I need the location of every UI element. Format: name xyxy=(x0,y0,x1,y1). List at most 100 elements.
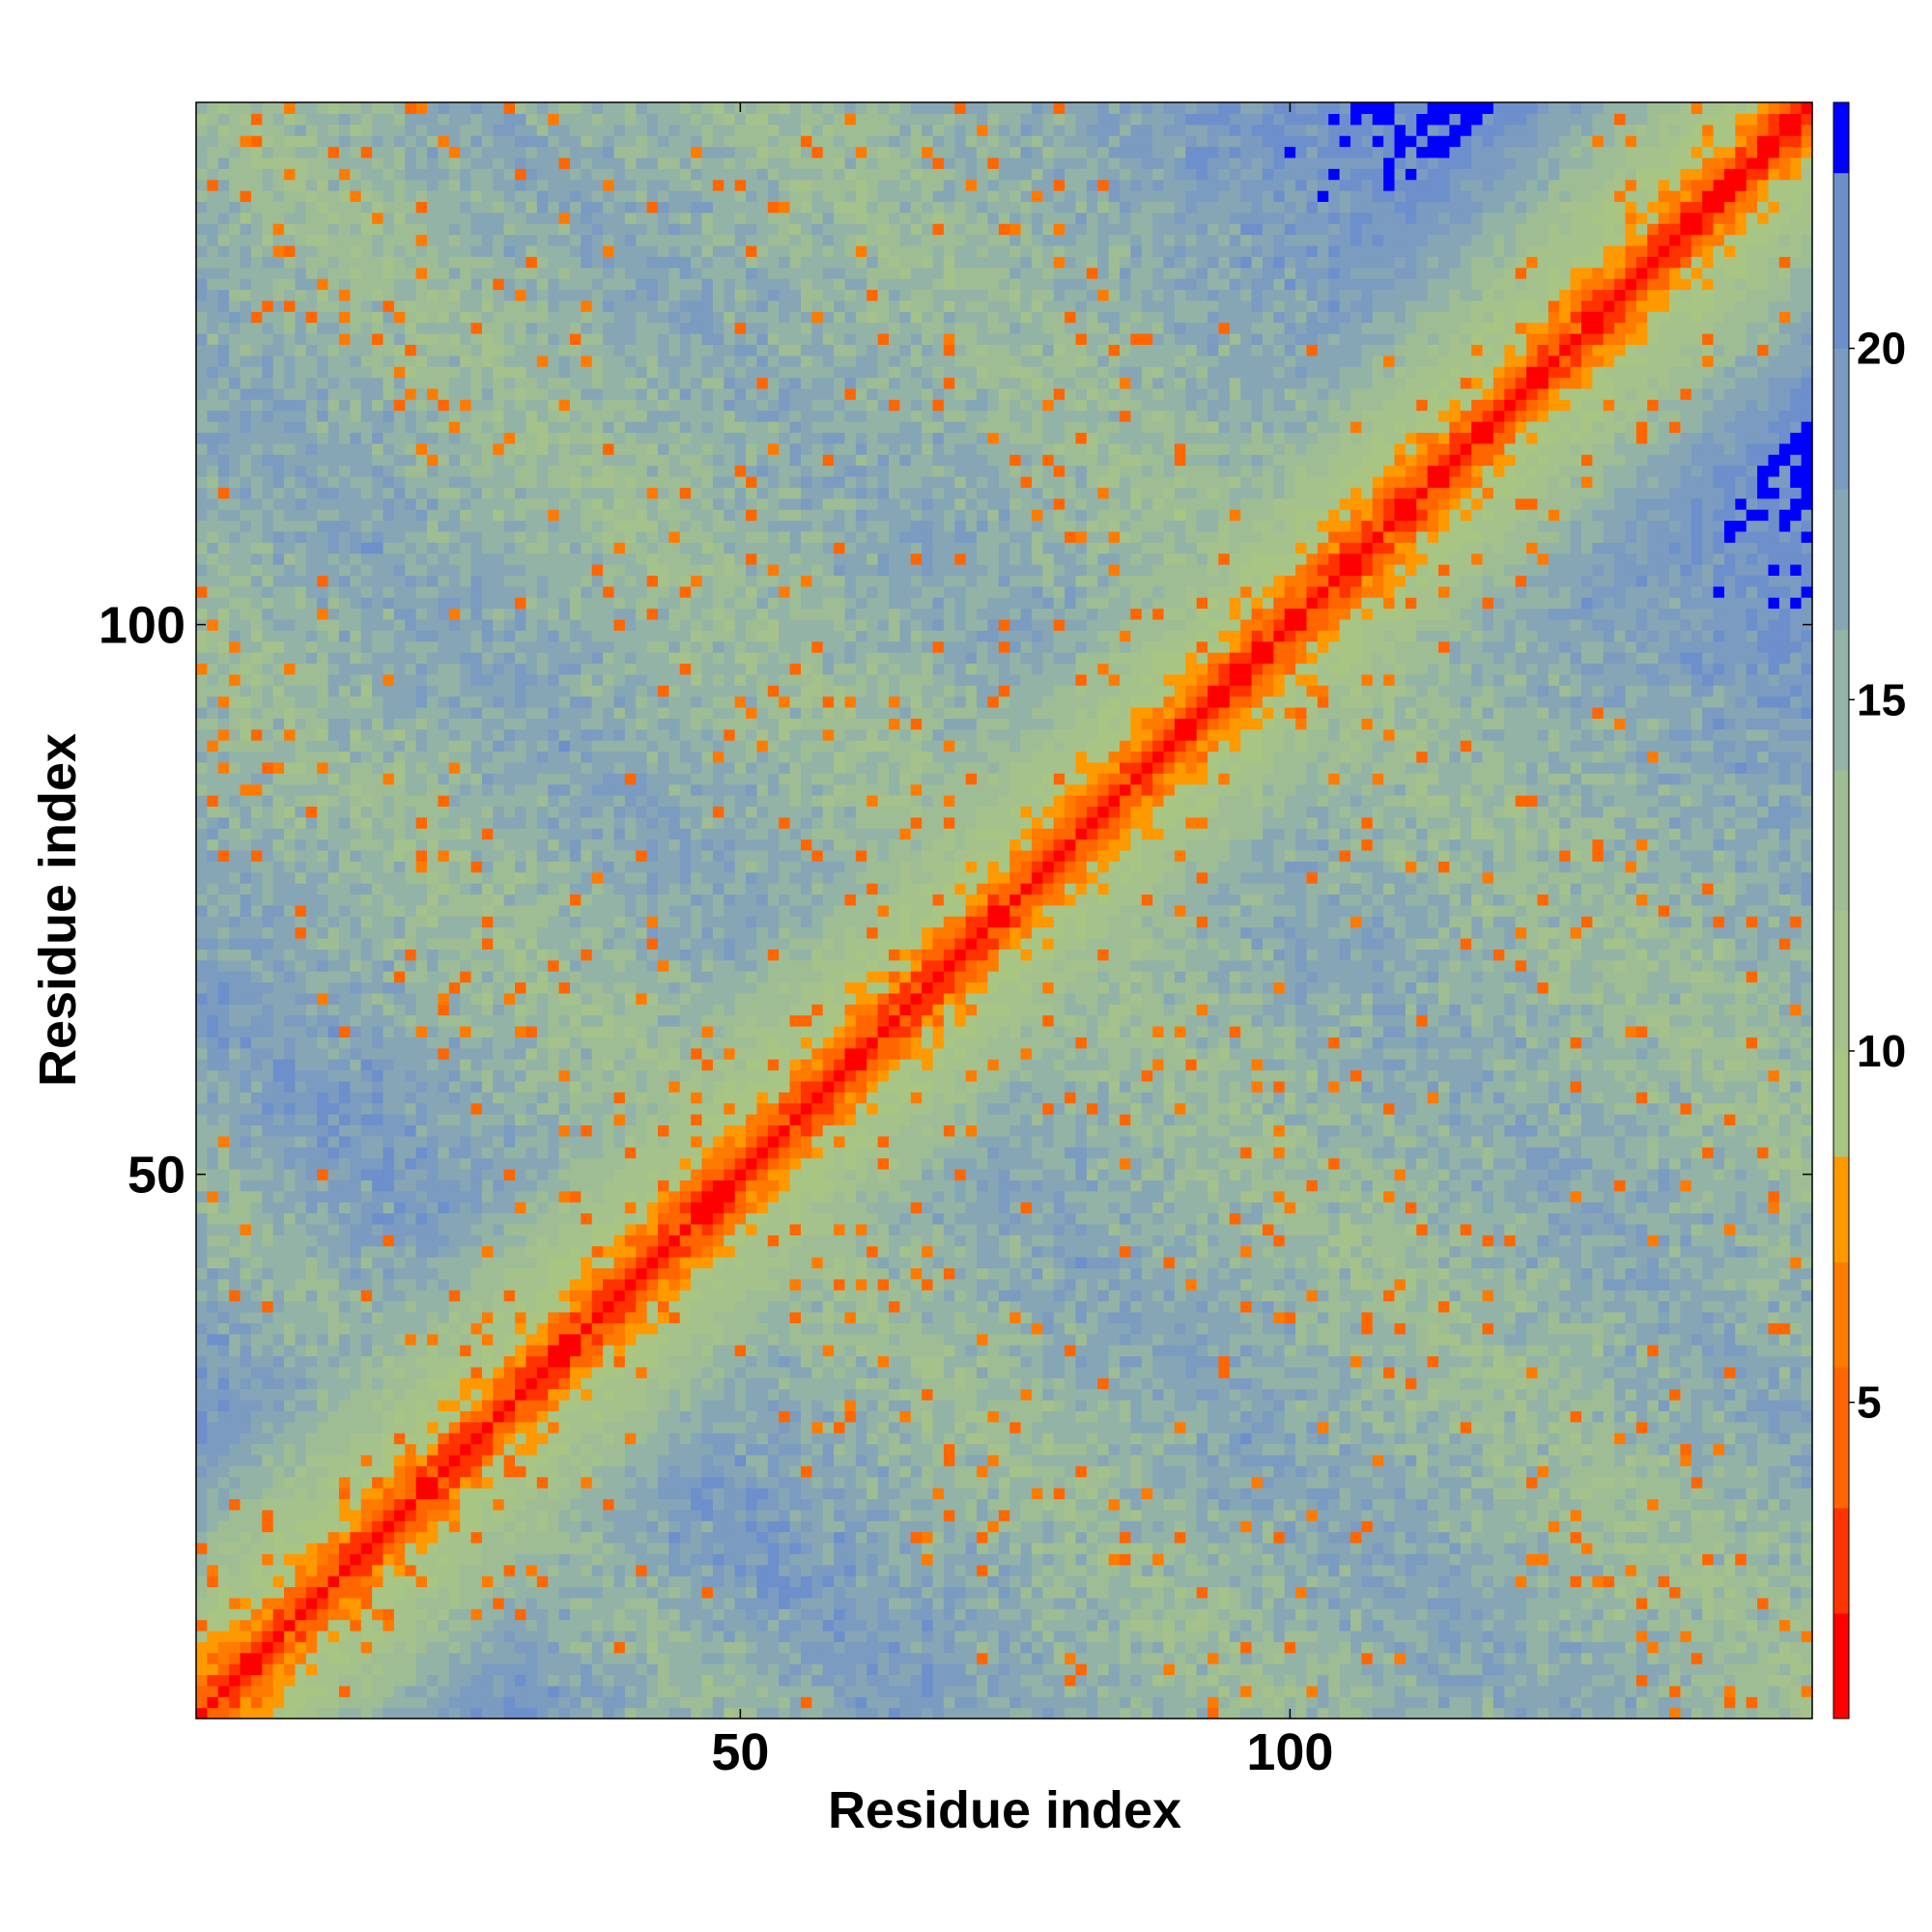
heatmap-cell xyxy=(493,212,505,224)
heatmap-cell xyxy=(536,146,549,158)
heatmap-cell xyxy=(438,223,450,236)
heatmap-cell xyxy=(415,1311,428,1323)
heatmap-cell xyxy=(217,663,230,675)
heatmap-cell xyxy=(558,861,571,873)
heatmap-cell xyxy=(481,1278,494,1291)
heatmap-cell xyxy=(415,190,428,203)
heatmap-cell xyxy=(405,1212,417,1225)
heatmap-cell xyxy=(217,244,230,257)
heatmap-cell xyxy=(448,761,461,774)
heatmap-cell xyxy=(438,673,450,686)
heatmap-cell xyxy=(338,992,351,1005)
heatmap-cell xyxy=(372,421,384,434)
heatmap-cell xyxy=(536,1443,549,1456)
heatmap-cell xyxy=(536,992,549,1005)
heatmap-cell xyxy=(515,201,527,213)
heatmap-cell xyxy=(405,156,417,169)
heatmap-cell xyxy=(196,1190,208,1203)
heatmap-cell xyxy=(196,1179,208,1192)
heatmap-cell xyxy=(393,959,406,972)
heatmap-cell xyxy=(217,135,230,148)
heatmap-cell xyxy=(196,1245,208,1258)
heatmap-cell xyxy=(262,959,274,972)
heatmap-cell xyxy=(438,542,450,554)
heatmap-cell xyxy=(427,102,439,114)
heatmap-cell xyxy=(360,1696,373,1709)
heatmap-cell xyxy=(503,1047,516,1060)
heatmap-cell xyxy=(558,1124,571,1137)
heatmap-cell xyxy=(515,156,527,169)
heatmap-cell xyxy=(284,608,297,620)
heatmap-cell xyxy=(350,816,362,829)
heatmap-cell xyxy=(305,212,318,224)
heatmap-cell xyxy=(207,530,219,543)
heatmap-cell xyxy=(305,497,318,510)
heatmap-cell xyxy=(196,981,208,994)
heatmap-cell xyxy=(284,1641,297,1654)
heatmap-cell xyxy=(360,399,373,412)
heatmap-cell xyxy=(317,179,329,191)
heatmap-cell xyxy=(317,849,329,862)
heatmap-cell xyxy=(250,124,263,136)
heatmap-cell xyxy=(229,1168,242,1180)
heatmap-cell xyxy=(196,113,208,126)
heatmap-cell xyxy=(383,475,395,488)
heatmap-cell xyxy=(481,212,494,224)
heatmap-cell xyxy=(272,475,285,488)
heatmap-cell xyxy=(415,1355,428,1368)
heatmap-cell xyxy=(338,640,351,653)
heatmap-cell xyxy=(350,1092,362,1104)
heatmap-cell xyxy=(229,542,242,554)
heatmap-cell xyxy=(327,1443,340,1456)
heatmap-cell xyxy=(295,244,307,257)
heatmap-cell xyxy=(372,212,384,224)
heatmap-cell xyxy=(460,344,472,356)
heatmap-cell xyxy=(284,1608,297,1621)
heatmap-cell xyxy=(548,783,560,796)
heatmap-cell xyxy=(295,1092,307,1104)
heatmap-cell xyxy=(272,926,285,939)
heatmap-cell xyxy=(229,981,242,994)
heatmap-cell xyxy=(295,1498,307,1511)
heatmap-cell xyxy=(350,1597,362,1609)
heatmap-cell xyxy=(383,355,395,367)
heatmap-cell xyxy=(284,1542,297,1554)
heatmap-cell xyxy=(393,1026,406,1037)
heatmap-cell xyxy=(438,828,450,840)
heatmap-cell xyxy=(493,673,505,686)
heatmap-cell xyxy=(317,344,329,356)
heatmap-cell xyxy=(284,849,297,862)
heatmap-cell xyxy=(284,1509,297,1521)
heatmap-cell xyxy=(448,992,461,1005)
heatmap-cell xyxy=(427,1465,439,1478)
heatmap-cell xyxy=(470,1190,483,1203)
heatmap-cell xyxy=(262,1674,274,1687)
heatmap-cell xyxy=(558,1004,571,1016)
heatmap-cell xyxy=(350,1059,362,1071)
heatmap-cell xyxy=(393,102,406,114)
heatmap-cell xyxy=(405,124,417,136)
heatmap-cell xyxy=(415,333,428,345)
heatmap-cell xyxy=(360,1355,373,1368)
heatmap-cell xyxy=(493,685,505,697)
heatmap-cell xyxy=(438,773,450,785)
heatmap-cell xyxy=(415,1047,428,1060)
heatmap-cell xyxy=(481,1157,494,1170)
heatmap-cell xyxy=(327,442,340,455)
heatmap-cell xyxy=(448,1542,461,1554)
heatmap-cell xyxy=(427,146,439,158)
heatmap-cell xyxy=(405,454,417,467)
heatmap-cell xyxy=(415,1498,428,1511)
heatmap-cell xyxy=(217,1663,230,1676)
heatmap-cell xyxy=(207,1520,219,1533)
heatmap-cell xyxy=(481,333,494,345)
heatmap-cell xyxy=(372,1202,384,1214)
heatmap-cell xyxy=(536,696,549,708)
heatmap-cell xyxy=(272,740,285,753)
heatmap-cell xyxy=(372,1509,384,1521)
heatmap-cell xyxy=(284,575,297,587)
heatmap-cell xyxy=(515,597,527,610)
heatmap-cell xyxy=(470,201,483,213)
heatmap-cell xyxy=(493,421,505,434)
heatmap-cell xyxy=(229,1037,242,1049)
